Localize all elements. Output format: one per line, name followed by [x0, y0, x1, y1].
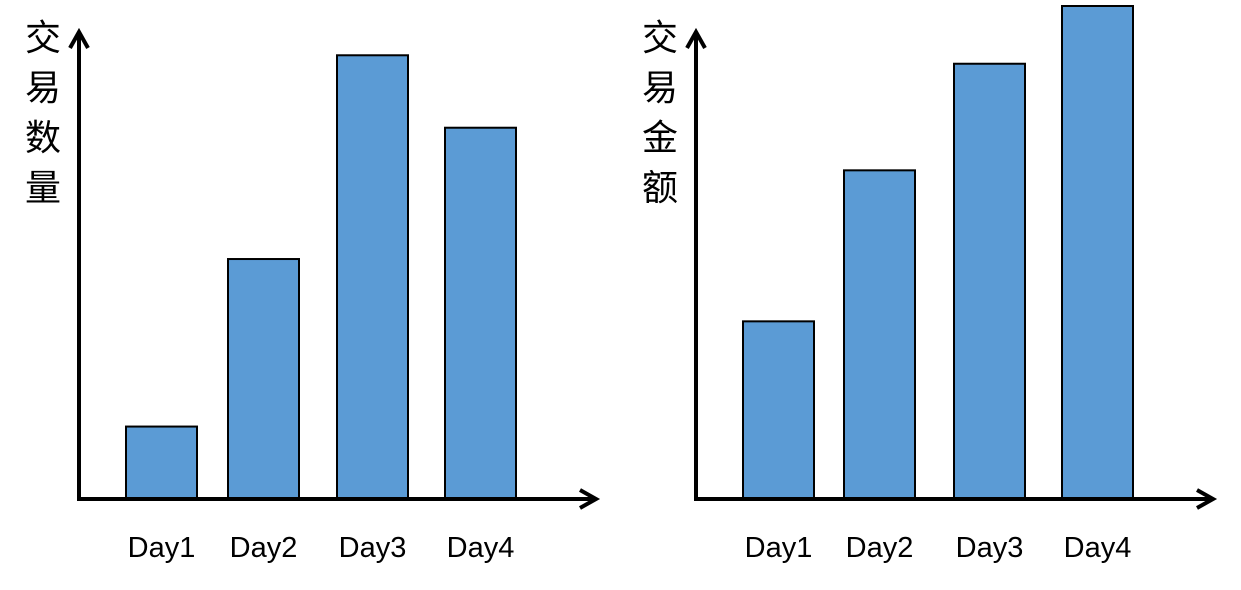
chart-1-x-tick-label: Day1: [128, 532, 196, 564]
chart-2-bar-day3: [953, 62, 1026, 500]
chart-1-x-tick-label: Day2: [230, 532, 298, 564]
chart-1-bar-day3: [336, 54, 409, 501]
chart-2-bar-day2: [843, 169, 916, 500]
chart-1-bar-day1: [125, 425, 198, 500]
chart-1-bar-day2: [227, 258, 300, 500]
chart-2-x-tick-label: Day3: [956, 532, 1024, 564]
chart-2-x-axis-arrow: [1196, 488, 1218, 510]
chart-1-y-axis-arrow: [68, 27, 90, 49]
chart-2-bar-day1: [742, 320, 815, 500]
chart-1-x-tick-label: Day3: [339, 532, 407, 564]
chart-1-bar-day4: [444, 126, 517, 500]
chart-2-y-axis-label: 交易金额: [641, 18, 678, 209]
chart-2-x-tick-label: Day2: [846, 532, 914, 564]
chart-1-x-tick-label: Day4: [447, 532, 515, 564]
chart-1-x-axis-arrow: [579, 488, 601, 510]
chart-2-x-tick-label: Day1: [745, 532, 813, 564]
chart-2-x-tick-label: Day4: [1064, 532, 1132, 564]
chart-2-y-axis-arrow: [685, 27, 707, 49]
chart-1-y-axis-label: 交易数量: [24, 18, 61, 209]
chart-2-bar-day4: [1061, 5, 1134, 500]
